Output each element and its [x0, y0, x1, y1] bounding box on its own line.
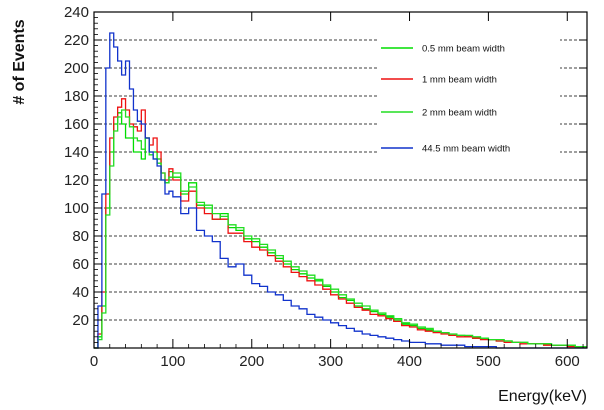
y-tick-label: 100	[64, 200, 89, 217]
x-tick-label: 400	[397, 353, 422, 370]
y-tick-label: 60	[72, 256, 89, 273]
y-tick-label: 220	[64, 32, 89, 49]
y-tick-label: 200	[64, 60, 89, 77]
y-tick-label: 120	[64, 172, 89, 189]
y-tick-labels: 20 40 60 80 100 120 140 160 180 200 220 240	[64, 4, 89, 329]
legend-background	[377, 33, 560, 161]
legend-label-1: 0.5 mm beam width	[422, 44, 505, 55]
x-tick-label: 100	[160, 353, 185, 370]
y-tick-label: 180	[64, 88, 89, 105]
x-tick-label: 500	[476, 353, 501, 370]
y-tick-label: 140	[64, 144, 89, 161]
y-tick-label: 20	[72, 312, 89, 329]
y-axis-title: # of Events	[11, 19, 28, 104]
y-tick-label: 240	[64, 4, 89, 21]
x-tick-label: 200	[239, 353, 264, 370]
legend-label-3: 2 mm beam width	[422, 108, 497, 119]
y-tick-label: 40	[72, 284, 89, 301]
series-line-3	[94, 109, 587, 349]
y-tick-label: 160	[64, 116, 89, 133]
x-tick-label: 600	[555, 353, 580, 370]
legend-label-2: 1 mm beam width	[422, 75, 497, 86]
y-tick-label: 80	[72, 228, 89, 245]
x-tick-label: 300	[318, 353, 343, 370]
x-tick-labels: 0 100 200 300 400 500 600	[90, 353, 580, 370]
x-tick-label: 0	[90, 353, 98, 370]
axis-ticks	[93, 11, 587, 348]
legend: 0.5 mm beam width 1 mm beam width 2 mm bea…	[377, 33, 560, 161]
legend-label-4: 44.5 mm beam width	[422, 144, 510, 155]
x-axis-title: Energy(keV)	[498, 388, 587, 405]
